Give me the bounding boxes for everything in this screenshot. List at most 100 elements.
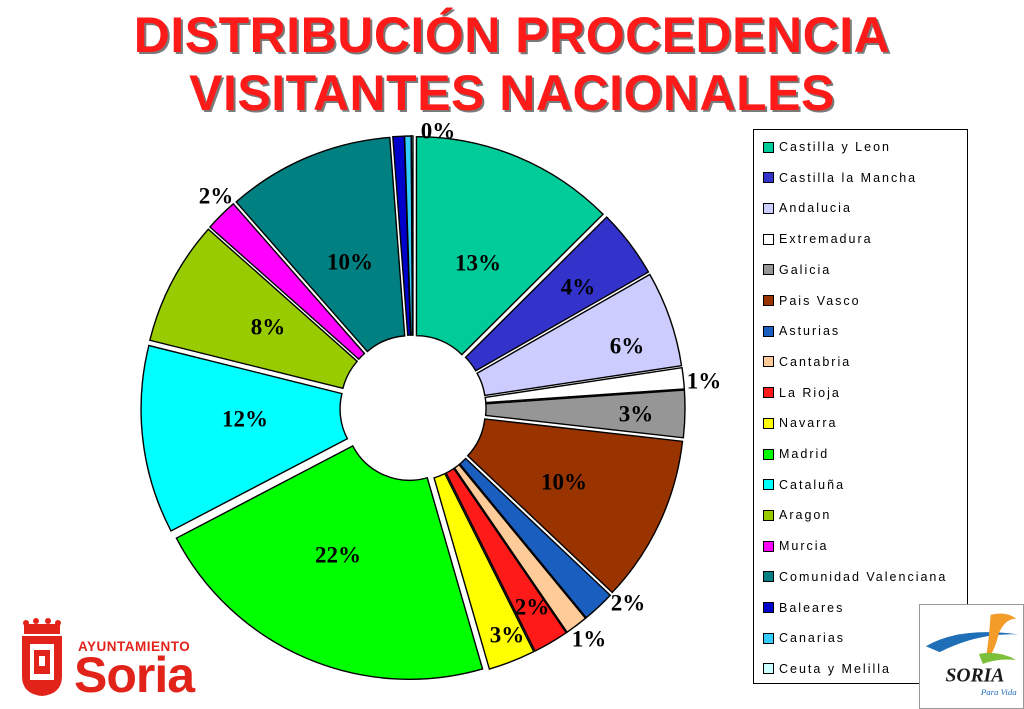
pie-slice-la-rioja	[445, 467, 568, 652]
pct-label-pais-vasco: 10%	[541, 469, 587, 494]
pct-label-cataluna: 12%	[222, 406, 268, 431]
legend-item-navarra: Navarra	[763, 416, 837, 430]
title-line-1: DISTRIBUCIÓN PROCEDENCIA	[133, 7, 891, 63]
legend-label: Murcia	[779, 539, 829, 554]
legend-swatch	[763, 602, 774, 613]
legend-swatch	[763, 295, 774, 306]
legend-swatch	[763, 325, 774, 337]
chart-legend: Castilla y Leon Castilla la Mancha Andaluc…	[753, 129, 968, 684]
pct-label-comunidad-valenciana: 10%	[327, 249, 373, 274]
pie-slice-castilla-la-mancha	[464, 216, 650, 372]
swoosh-blue-icon	[925, 632, 1019, 653]
legend-label: Pais Vasco	[779, 293, 861, 308]
legend-item-castilla-y-leon: Castilla y Leon	[763, 140, 891, 154]
legend-label: La Rioja	[779, 385, 841, 400]
pct-label-galicia: 3%	[619, 401, 654, 426]
legend-item-baleares: Baleares	[763, 601, 844, 615]
pie-slice-murcia	[208, 202, 366, 361]
legend-item-murcia: Murcia	[763, 539, 829, 553]
legend-item-castilla-la-mancha: Castilla la Mancha	[763, 171, 917, 185]
legend-label: Aragon	[779, 508, 832, 523]
crown-icon	[23, 618, 61, 634]
legend-item-comunidad-valenciana: Comunidad Valenciana	[763, 570, 947, 584]
legend-label: Cantabria	[779, 354, 852, 369]
pct-label-castilla-y-leon: 13%	[455, 250, 501, 275]
pie-slice-madrid	[175, 444, 484, 680]
legend-label: Asturias	[779, 324, 841, 339]
legend-swatch	[763, 540, 774, 552]
shield-icon	[22, 636, 62, 696]
pie-slice-navarra	[433, 472, 535, 670]
legend-label: Madrid	[779, 447, 830, 461]
ayuntamiento-soria-logo	[22, 618, 62, 696]
legend-item-la-rioja: La Rioja	[763, 386, 841, 400]
pct-label-asturias: 2%	[611, 590, 646, 615]
ayuntamiento-label: AYUNTAMIENTO	[78, 639, 191, 654]
legend-item-pais-vasco: Pais Vasco	[763, 294, 861, 308]
pie-slice-extremadura	[484, 366, 686, 404]
pct-label-andalucia: 6%	[610, 333, 645, 358]
pie-slice-andalucia	[476, 273, 683, 397]
legend-swatch	[763, 356, 774, 368]
legend-label: Navarra	[779, 416, 838, 431]
pie-slice-castilla-y-leon	[415, 135, 604, 356]
legend-item-andalucia: Andalucia	[763, 201, 852, 215]
pct-label-aragon: 8%	[251, 314, 286, 339]
pct-label-murcia: 2%	[199, 183, 234, 208]
legend-swatch	[763, 233, 774, 245]
pie-slice-comunidad-valenciana	[235, 136, 406, 353]
legend-swatch	[763, 571, 774, 583]
pie-slice-cantabria	[453, 463, 587, 634]
soria-wordmark: Soria	[74, 647, 195, 703]
legend-label: Andalucia	[779, 201, 852, 216]
legend-swatch	[763, 448, 774, 460]
title-line-2: VISITANTES NACIONALES	[189, 65, 835, 121]
pie-labels: 13%4%6%1%3%10%2%1%2%3%22%12%8%2%10%0%	[199, 118, 722, 651]
legend-item-galicia: Galicia	[763, 263, 831, 277]
legend-item-aragon: Aragon	[763, 508, 831, 522]
pie-slices	[140, 135, 686, 680]
legend-item-asturias: Asturias	[763, 324, 840, 338]
legend-label: Castilla y Leon	[779, 140, 891, 154]
soria-para-vida-logo: SORIA Para Vida	[919, 604, 1024, 709]
figure-orange-icon	[984, 613, 1017, 664]
legend-item-cataluna: Cataluña	[763, 478, 845, 492]
pct-label-navarra: 3%	[490, 622, 525, 647]
soria-vida-tagline: Para Vida	[980, 687, 1017, 697]
pie-slice-ceuta-y-melilla	[410, 135, 414, 336]
pct-label-madrid: 22%	[315, 542, 361, 567]
legend-label: Extremadura	[779, 232, 873, 247]
pct-label-extremadura: 1%	[687, 368, 722, 393]
legend-swatch	[763, 663, 774, 675]
pct-label-la-rioja: 2%	[515, 594, 550, 619]
legend-item-cantabria: Cantabria	[763, 355, 851, 369]
legend-swatch	[763, 202, 774, 214]
legend-item-ceuta-y-melilla: Ceuta y Melilla	[763, 662, 891, 676]
legend-swatch	[763, 387, 774, 399]
pie-slice-cataluna	[140, 344, 349, 532]
legend-item-extremadura: Extremadura	[763, 232, 873, 246]
legend-label: Ceuta y Melilla	[779, 661, 891, 676]
legend-label: Comunidad Valenciana	[779, 569, 948, 584]
pie-slice-galicia	[484, 389, 686, 439]
pie-slice-aragon	[148, 228, 359, 390]
legend-swatch	[763, 479, 774, 491]
legend-swatch	[763, 264, 774, 276]
legend-label: Cataluña	[779, 477, 846, 492]
pie-slice-pais-vasco	[466, 418, 684, 594]
pct-label-canarias: 0%	[421, 118, 456, 143]
legend-swatch	[763, 417, 774, 429]
legend-item-madrid: Madrid	[763, 447, 829, 461]
page-title: DISTRIBUCIÓN PROCEDENCIA VISITANTES NACI…	[0, 6, 1024, 122]
legend-label: Galicia	[779, 262, 832, 277]
legend-swatch	[763, 632, 774, 644]
pct-label-castilla-la-mancha: 4%	[561, 274, 596, 299]
legend-label: Canarias	[779, 631, 846, 646]
legend-label: Baleares	[779, 600, 845, 615]
swoosh-green-icon	[978, 652, 1017, 664]
pct-label-cantabria: 1%	[572, 626, 607, 651]
legend-swatch	[763, 141, 774, 153]
legend-swatch	[763, 172, 774, 184]
legend-swatch	[763, 509, 774, 521]
